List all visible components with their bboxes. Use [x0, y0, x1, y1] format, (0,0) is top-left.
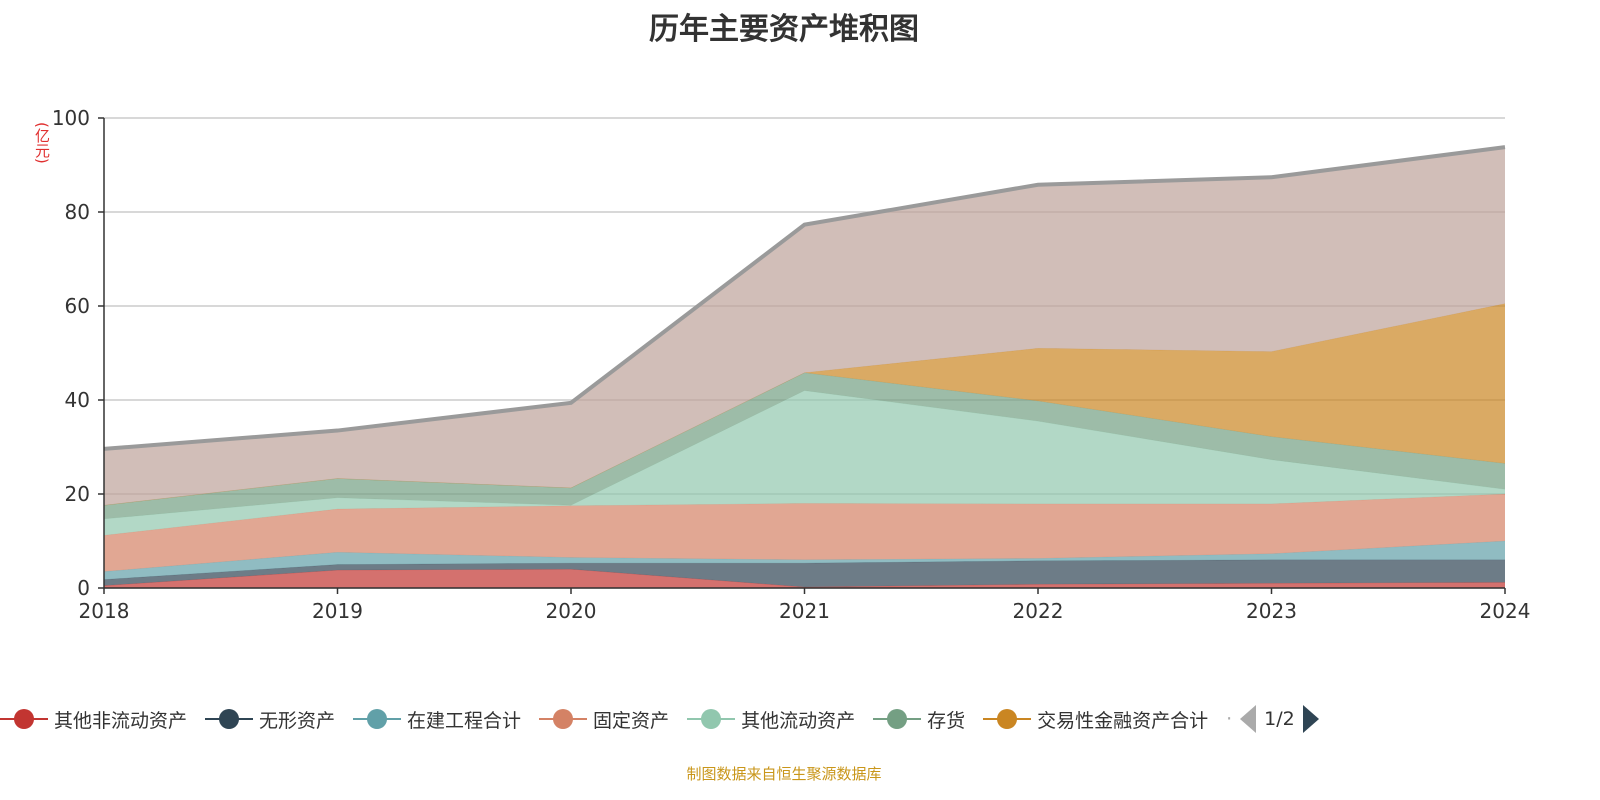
legend-item[interactable]: 固定资产 — [539, 706, 669, 733]
area-series-1 — [104, 559, 1505, 588]
y-tick-label: 40 — [65, 388, 90, 412]
area-series-0 — [104, 569, 1505, 588]
legend-label: 其他流动资产 — [741, 709, 856, 732]
x-tick-label: 2023 — [1246, 599, 1297, 623]
area-series-4 — [104, 390, 1505, 536]
area-series-5 — [104, 372, 1505, 519]
y-tick-label: 80 — [65, 200, 90, 224]
chart-title: 历年主要资产堆积图 — [649, 12, 919, 47]
legend-more: · — [1226, 708, 1233, 730]
legend-marker-icon — [983, 708, 1032, 730]
area-series-6 — [104, 303, 1505, 506]
legend-marker-icon — [205, 708, 254, 730]
area-series-3 — [104, 494, 1505, 572]
series-line-7 — [103, 145, 1506, 451]
legend-marker-icon — [353, 708, 402, 730]
legend: 其他非流动资产 无形资产 在建工程合计 固定资产 其他流动资产 存货 交易性金融资产合计 · 1… — [0, 704, 1319, 734]
legend-page-number: 1/2 — [1264, 708, 1295, 730]
source-note: 制图数据来自恒生聚源数据库 — [686, 765, 882, 783]
legend-item[interactable]: 其他流动资产 — [687, 706, 855, 733]
legend-item[interactable]: 在建工程合计 — [353, 706, 521, 733]
x-tick-label: 2020 — [546, 599, 597, 623]
legend-label: 其他非流动资产 — [54, 709, 188, 732]
y-tick-label: 100 — [52, 106, 90, 130]
legend-marker-icon — [687, 708, 736, 730]
x-tick-label: 2018 — [79, 599, 130, 623]
y-tick-label: 0 — [77, 576, 90, 600]
legend-marker-icon — [0, 708, 48, 730]
legend-label: 在建工程合计 — [407, 709, 522, 732]
legend-label: 无形资产 — [259, 709, 336, 732]
legend-marker-icon — [873, 708, 922, 730]
x-tick-label: 2019 — [312, 599, 363, 623]
legend-pager: 1/2 — [1240, 705, 1319, 733]
legend-marker-icon — [539, 708, 588, 730]
legend-item[interactable]: 其他非流动资产 — [0, 706, 187, 733]
plot-area: 0 20 40 60 80 100 2018 2019 2020 2021 2022 2023 2024 — [52, 106, 1531, 623]
x-tick-label: 2024 — [1480, 599, 1531, 623]
y-axis-unit: (亿元) — [33, 122, 51, 164]
y-tick-label: 20 — [65, 482, 90, 506]
x-tick-label: 2022 — [1013, 599, 1064, 623]
y-tick-label: 60 — [65, 294, 90, 318]
next-page-icon[interactable] — [1302, 705, 1319, 733]
legend-label: 交易性金融资产合计 — [1037, 709, 1209, 732]
x-tick-label: 2021 — [779, 599, 830, 623]
area-series-2 — [104, 541, 1505, 580]
legend-item[interactable]: 交易性金融资产合计 — [983, 706, 1208, 733]
legend-item[interactable]: 无形资产 — [205, 706, 335, 733]
prev-page-icon[interactable] — [1240, 705, 1257, 733]
area-series-7 — [104, 147, 1505, 506]
legend-item[interactable]: 存货 — [873, 706, 965, 733]
legend-label: 固定资产 — [593, 709, 670, 732]
legend-label: 存货 — [927, 709, 966, 732]
